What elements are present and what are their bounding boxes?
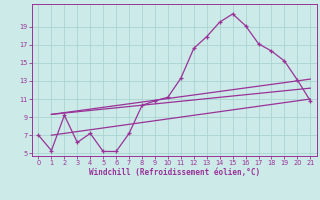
X-axis label: Windchill (Refroidissement éolien,°C): Windchill (Refroidissement éolien,°C) [89, 168, 260, 177]
